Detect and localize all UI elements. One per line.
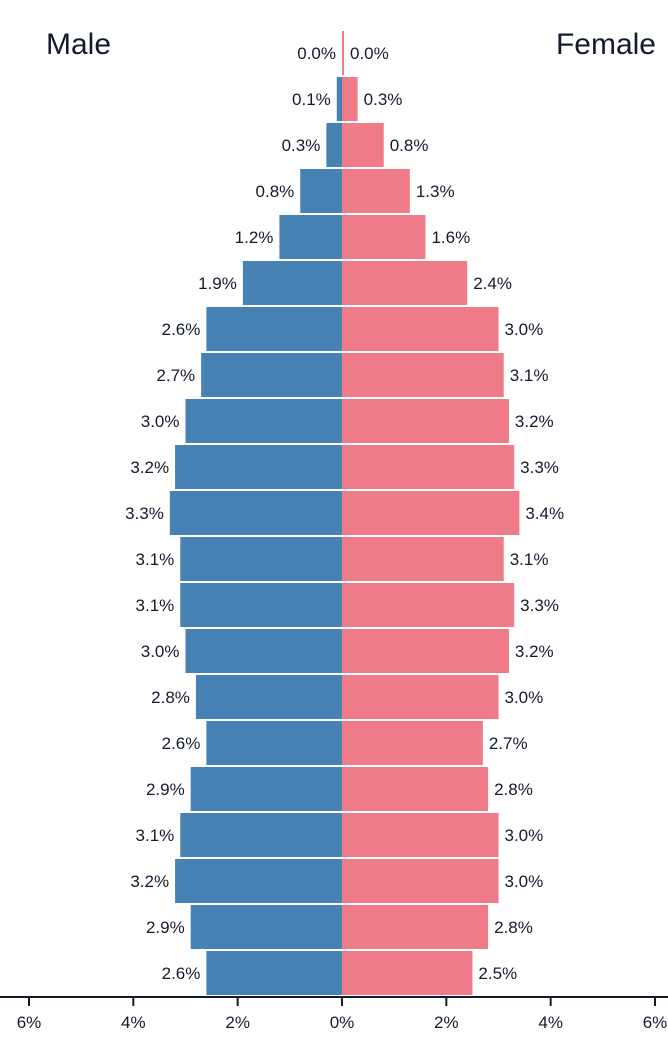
bar-female	[342, 721, 483, 765]
bar-male	[206, 721, 342, 765]
bar-male	[180, 537, 342, 581]
bar-female	[342, 215, 426, 259]
female-side-label: Female	[556, 28, 656, 61]
bar-male	[195, 675, 342, 719]
data-label-male: 2.7%	[156, 366, 195, 385]
bar-female	[342, 491, 520, 535]
data-label-male: 3.3%	[125, 504, 164, 523]
data-label-male: 3.1%	[136, 826, 175, 845]
bar-female	[342, 813, 499, 857]
data-label-female: 3.0%	[505, 320, 544, 339]
bar-male	[206, 307, 342, 351]
bar-female	[342, 31, 344, 75]
data-label-female: 3.1%	[510, 366, 549, 385]
data-label-male: 3.1%	[136, 596, 175, 615]
data-label-female: 3.0%	[505, 872, 544, 891]
bar-male	[326, 123, 342, 167]
data-label-female: 3.2%	[515, 412, 554, 431]
data-label-male: 2.6%	[162, 320, 201, 339]
data-label-female: 2.7%	[489, 734, 528, 753]
data-label-male: 0.1%	[292, 90, 331, 109]
data-label-female: 3.4%	[525, 504, 564, 523]
bars-group: 0.0% 0.0% 0.1% 0.3% 0.3% 0.8% 0.8% 1.3% 1.2% 1.6%…	[125, 31, 564, 995]
data-label-male: 3.2%	[130, 458, 169, 477]
bar-female	[342, 629, 509, 673]
data-label-male: 1.9%	[198, 274, 237, 293]
bar-female	[342, 399, 509, 443]
data-label-female: 0.3%	[364, 90, 403, 109]
bar-male	[185, 399, 342, 443]
data-label-male: 2.9%	[146, 780, 185, 799]
x-tick-label: 4%	[538, 1013, 563, 1032]
data-label-male: 3.0%	[141, 642, 180, 661]
bar-female	[342, 675, 499, 719]
data-label-female: 3.3%	[520, 596, 559, 615]
data-label-male: 2.9%	[146, 918, 185, 937]
bar-male	[169, 491, 342, 535]
bar-female	[342, 261, 468, 305]
data-label-female: 2.8%	[494, 780, 533, 799]
data-label-female: 3.0%	[505, 826, 544, 845]
bar-male	[242, 261, 342, 305]
bar-female	[342, 905, 489, 949]
bar-male	[201, 353, 342, 397]
bar-female	[342, 445, 515, 489]
data-label-male: 2.6%	[162, 964, 201, 983]
data-label-female: 2.5%	[478, 964, 517, 983]
data-label-female: 3.0%	[505, 688, 544, 707]
data-label-male: 2.6%	[162, 734, 201, 753]
bar-male	[180, 813, 342, 857]
data-label-female: 2.8%	[494, 918, 533, 937]
data-label-female: 0.8%	[390, 136, 429, 155]
data-label-male: 0.0%	[297, 44, 336, 63]
bar-male	[206, 951, 342, 995]
bar-male	[175, 859, 342, 903]
data-label-male: 3.1%	[136, 550, 175, 569]
bar-female	[342, 169, 410, 213]
x-tick-label: 2%	[434, 1013, 459, 1032]
data-label-female: 3.2%	[515, 642, 554, 661]
data-label-female: 1.6%	[431, 228, 470, 247]
bar-female	[342, 77, 358, 121]
data-label-male: 1.2%	[235, 228, 274, 247]
data-label-female: 3.1%	[510, 550, 549, 569]
data-label-female: 1.3%	[416, 182, 455, 201]
data-label-female: 0.0%	[350, 44, 389, 63]
x-tick-label: 6%	[17, 1013, 42, 1032]
bar-female	[342, 951, 473, 995]
bar-female	[342, 537, 504, 581]
x-tick-label: 0%	[330, 1013, 355, 1032]
bar-male	[175, 445, 342, 489]
bar-male	[336, 77, 342, 121]
male-side-label: Male	[46, 28, 111, 61]
x-tick-label: 6%	[643, 1013, 668, 1032]
bar-male	[190, 767, 342, 811]
data-label-male: 0.8%	[256, 182, 295, 201]
bar-female	[342, 353, 504, 397]
x-tick-label: 2%	[225, 1013, 250, 1032]
x-axis: 6% 4% 2% 0% 2% 4% 6%	[0, 996, 668, 1032]
bar-female	[342, 123, 384, 167]
x-tick-label: 4%	[121, 1013, 146, 1032]
bar-female	[342, 859, 499, 903]
bar-male	[180, 583, 342, 627]
bar-female	[342, 767, 489, 811]
bar-female	[342, 583, 515, 627]
bar-female	[342, 307, 499, 351]
data-label-female: 2.4%	[473, 274, 512, 293]
bar-male	[279, 215, 342, 259]
bar-male	[185, 629, 342, 673]
data-label-male: 3.2%	[130, 872, 169, 891]
data-label-male: 2.8%	[151, 688, 190, 707]
bar-male	[190, 905, 342, 949]
data-label-female: 3.3%	[520, 458, 559, 477]
bar-male	[300, 169, 342, 213]
data-label-male: 0.3%	[282, 136, 321, 155]
data-label-male: 3.0%	[141, 412, 180, 431]
